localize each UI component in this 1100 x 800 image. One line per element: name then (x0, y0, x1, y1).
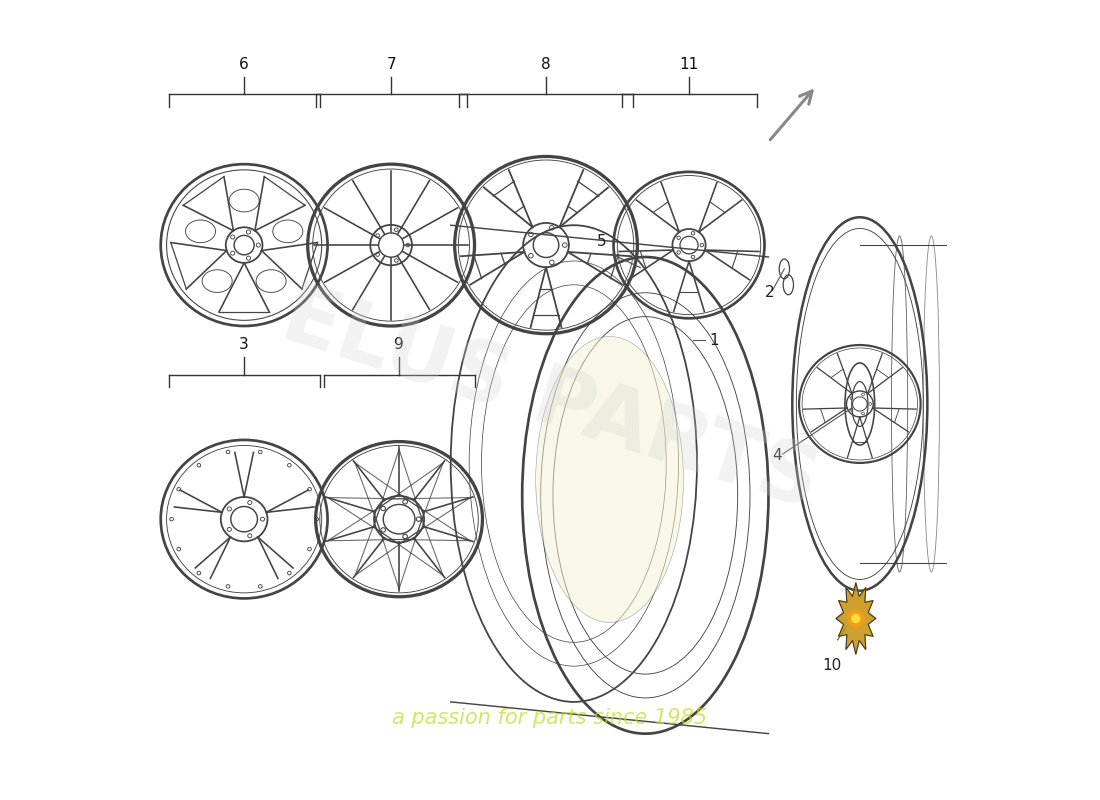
Text: 6: 6 (240, 57, 249, 72)
Text: ELUS PARTS: ELUS PARTS (272, 275, 828, 525)
Text: a passion for parts since 1985: a passion for parts since 1985 (393, 708, 707, 728)
Circle shape (851, 614, 860, 622)
Text: 7: 7 (386, 57, 396, 72)
Text: 9: 9 (394, 338, 404, 352)
Text: 2: 2 (764, 286, 774, 300)
Polygon shape (836, 582, 876, 654)
Text: 3: 3 (240, 338, 249, 352)
Text: 5: 5 (597, 234, 606, 249)
Text: 10: 10 (823, 658, 842, 673)
Text: 1: 1 (708, 333, 718, 348)
Ellipse shape (536, 337, 683, 622)
Circle shape (848, 610, 864, 626)
Text: 4: 4 (772, 448, 782, 463)
Text: 8: 8 (541, 57, 551, 72)
Text: 11: 11 (680, 57, 698, 72)
